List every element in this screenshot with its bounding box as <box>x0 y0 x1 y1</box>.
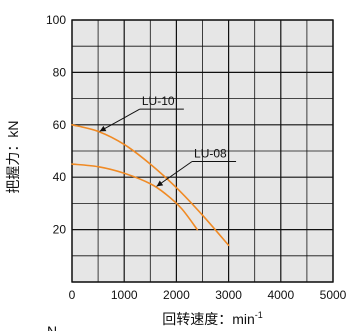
x-tick-label: 3000 <box>215 288 242 302</box>
annotation-label-lu-10: LU-10 <box>142 94 175 108</box>
annotation-leader-lu-08 <box>156 161 193 187</box>
y-tick-label: 40 <box>53 170 67 184</box>
x-axis-label: 回转速度：min-1 <box>162 310 263 327</box>
plot-frame <box>71 19 334 283</box>
y-tick-label: 60 <box>53 118 67 132</box>
x-tick-label: 2000 <box>163 288 190 302</box>
annotation-arrowhead-lu-08 <box>156 180 164 187</box>
y-tick-labels: 20 40 60 80 100 <box>46 13 66 237</box>
x-axis-label-main: 回转速度：min <box>162 311 255 327</box>
series-lines <box>71 124 230 247</box>
x-tick-label: 0 <box>69 288 76 302</box>
x-tick-label: 5000 <box>320 288 347 302</box>
x-tick-label: 4000 <box>267 288 294 302</box>
series-annotations: LU-10 LU-08 <box>99 94 237 187</box>
annotation-leader-lu-10 <box>99 108 141 132</box>
corner-text: N <box>47 323 57 331</box>
y-tick-label: 100 <box>46 13 66 27</box>
annotation-arrowhead-lu-10 <box>99 125 107 132</box>
annotation-label-lu-08: LU-08 <box>194 146 227 160</box>
y-tick-label: 80 <box>53 65 67 79</box>
series-line-lu-10 <box>71 124 230 247</box>
y-axis-label: 把握力：kN <box>5 120 21 193</box>
x-axis-label-superscript: -1 <box>255 310 263 320</box>
x-tick-labels: 0 1000 2000 3000 4000 5000 <box>69 288 347 302</box>
x-tick-label: 1000 <box>111 288 138 302</box>
series-line-lu-08 <box>71 163 199 231</box>
y-tick-label: 20 <box>53 223 67 237</box>
grid-lines <box>71 19 334 283</box>
